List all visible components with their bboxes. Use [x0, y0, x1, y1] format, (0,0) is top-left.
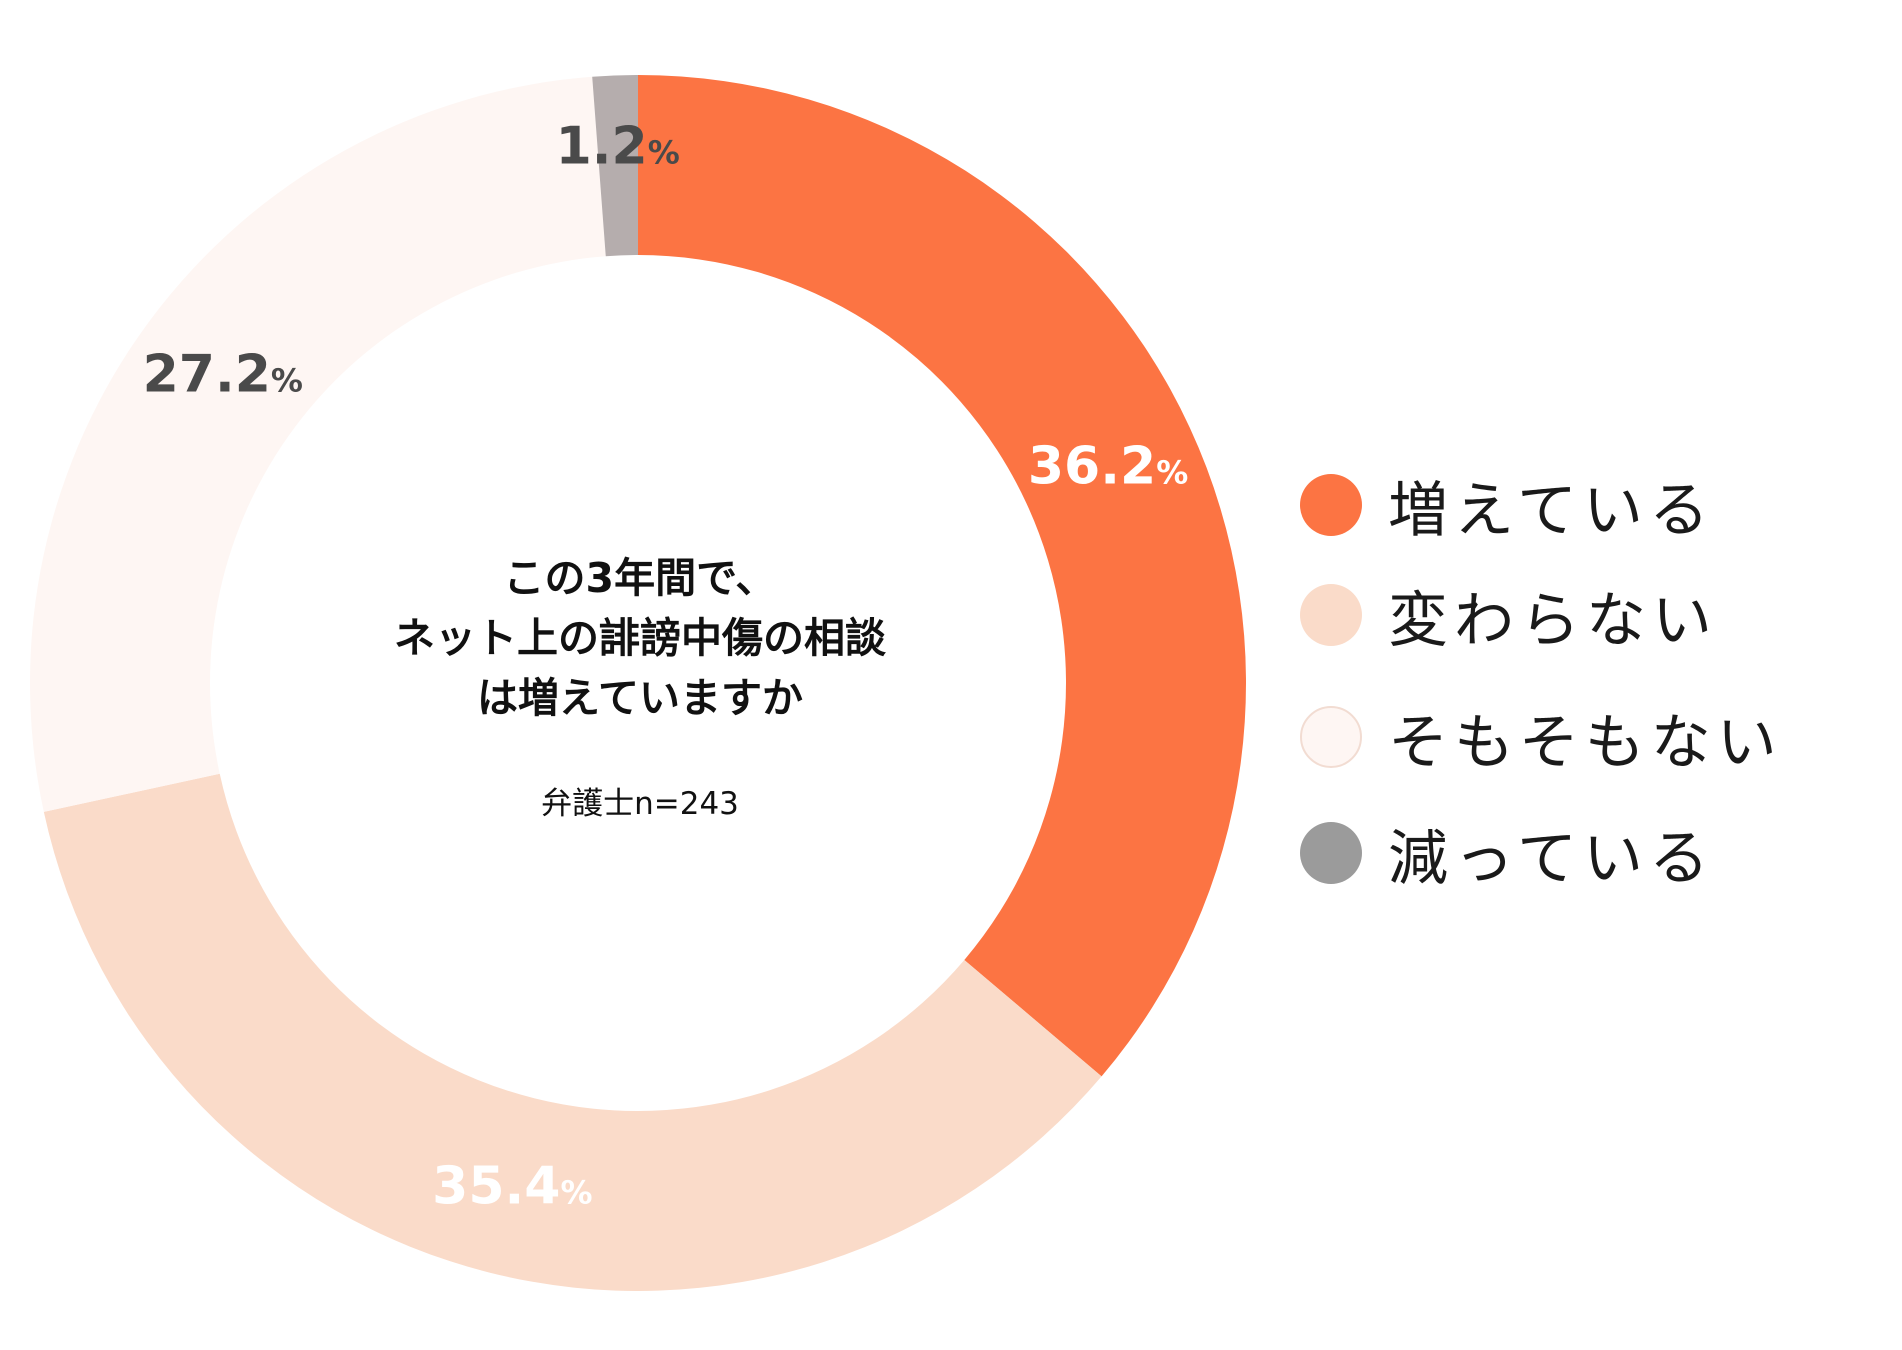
legend-item-none: そもそもない: [1300, 702, 1783, 778]
legend-label-none: そもそもない: [1388, 707, 1783, 778]
donut-slices: [29, 75, 1247, 1292]
center-title-line-3: は増えていますか: [477, 674, 803, 722]
legend-marker-increasing: [1300, 474, 1362, 536]
label-increasing: 36.2%: [1028, 436, 1188, 496]
slice-none: [29, 76, 606, 812]
legend-label-increasing: 増えている: [1388, 475, 1715, 546]
sample-size-note: 弁護士n=243: [541, 786, 739, 822]
center-title-line-1: この3年間で、: [503, 554, 777, 602]
center-title-line-2: ネット上の誹謗中傷の相談: [394, 614, 886, 662]
donut-value-labels: 36.2% 35.4% 27.2% 1.2%: [143, 116, 1189, 1216]
slice-increasing: [638, 75, 1247, 1077]
label-none: 27.2%: [143, 344, 303, 404]
slice-decreasing: [592, 75, 638, 257]
legend-item-increasing: 増えている: [1300, 470, 1715, 546]
legend-item-unchanged: 変わらない: [1300, 580, 1718, 656]
label-unchanged: 35.4%: [432, 1157, 592, 1217]
legend-marker-none: [1300, 706, 1362, 768]
legend-marker-decreasing: [1300, 822, 1362, 884]
label-decreasing: 1.2%: [556, 116, 680, 176]
slice-unchanged: [43, 773, 1102, 1292]
legend-label-decreasing: 減っている: [1388, 823, 1715, 894]
legend-item-decreasing: 減っている: [1300, 818, 1715, 894]
chart-center-title: この3年間で、 ネット上の誹謗中傷の相談 は増えていますか: [270, 548, 1010, 728]
legend-label-unchanged: 変わらない: [1388, 585, 1718, 656]
legend-marker-unchanged: [1300, 584, 1362, 646]
